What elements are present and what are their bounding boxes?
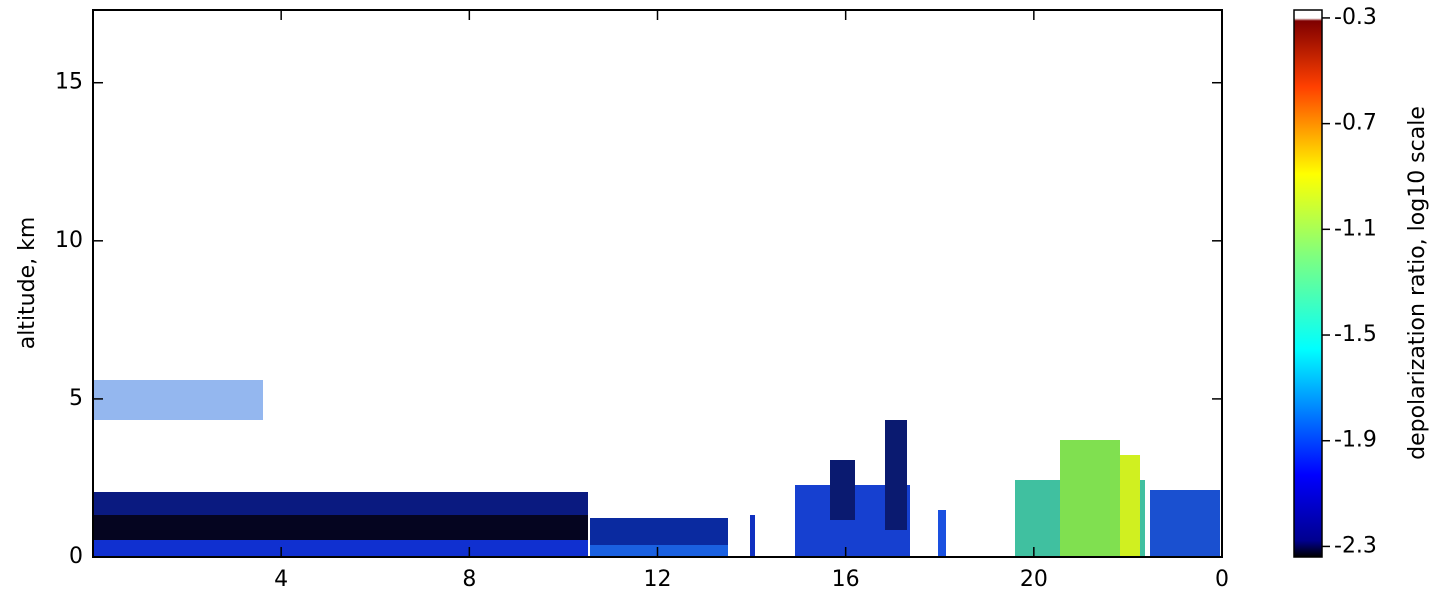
colorbar xyxy=(1293,9,1323,558)
colorbar-tick-label: -1.9 xyxy=(1334,428,1377,453)
y-axis-label: altitude, km xyxy=(15,217,40,350)
plot-frame xyxy=(92,9,1223,558)
x-tick-label: 0 xyxy=(1215,567,1229,592)
colorbar-tick-label: -1.1 xyxy=(1334,216,1377,241)
heatmap-image xyxy=(93,380,1220,557)
y-tick-label: 5 xyxy=(69,386,83,411)
colorbar-tick-label: -2.3 xyxy=(1334,533,1377,558)
colorbar-tick-label: -1.5 xyxy=(1334,322,1377,347)
y-tick-label: 15 xyxy=(55,70,83,95)
colorbar-tick-label: -0.3 xyxy=(1334,5,1377,30)
x-tick-label: 8 xyxy=(462,567,476,592)
x-tick-label: 16 xyxy=(832,567,860,592)
y-tick-label: 10 xyxy=(55,228,83,253)
x-tick-label: 4 xyxy=(274,567,288,592)
y-tick-label: 0 xyxy=(69,544,83,569)
x-tick-label: 12 xyxy=(644,567,672,592)
colorbar-label: depolarization ratio, log10 scale xyxy=(1405,106,1430,460)
colorbar-tick-label: -0.7 xyxy=(1334,111,1377,136)
x-tick-label: 20 xyxy=(1020,567,1048,592)
